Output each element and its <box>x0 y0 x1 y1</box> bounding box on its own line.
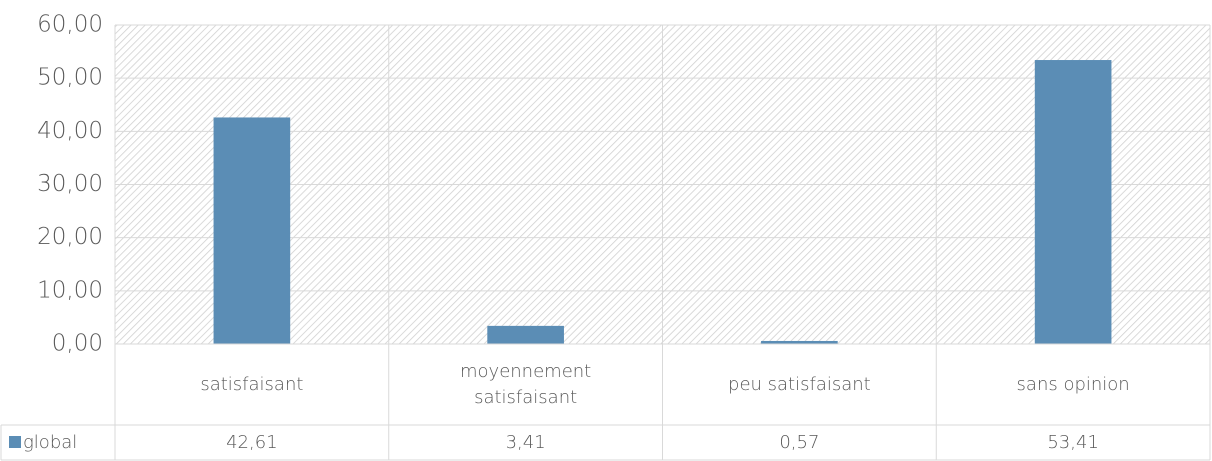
data-table-value: 53,41 <box>1047 431 1099 453</box>
data-table-value: 3,41 <box>505 431 546 453</box>
category-label: moyennement satisfaisant <box>460 360 592 408</box>
y-tick-label: 60,00 <box>37 12 103 38</box>
legend-label: global <box>23 431 78 453</box>
category-label: peu satisfaisant <box>728 373 871 395</box>
data-table-value: 0,57 <box>779 431 820 453</box>
data-table-value: 42,61 <box>226 431 278 453</box>
category-label: satisfaisant <box>200 373 304 395</box>
bar <box>761 340 838 344</box>
y-tick-label: 30,00 <box>37 171 103 197</box>
y-tick-label: 50,00 <box>37 65 103 91</box>
y-tick-label: 0,00 <box>52 331 103 357</box>
category-label: sans opinion <box>1016 373 1130 395</box>
bar <box>487 325 564 344</box>
y-tick-label: 40,00 <box>37 118 103 144</box>
bar <box>213 117 291 344</box>
legend-swatch <box>9 436 21 448</box>
y-tick-label: 10,00 <box>37 277 103 303</box>
y-tick-label: 20,00 <box>37 224 103 250</box>
bar <box>1034 60 1112 344</box>
